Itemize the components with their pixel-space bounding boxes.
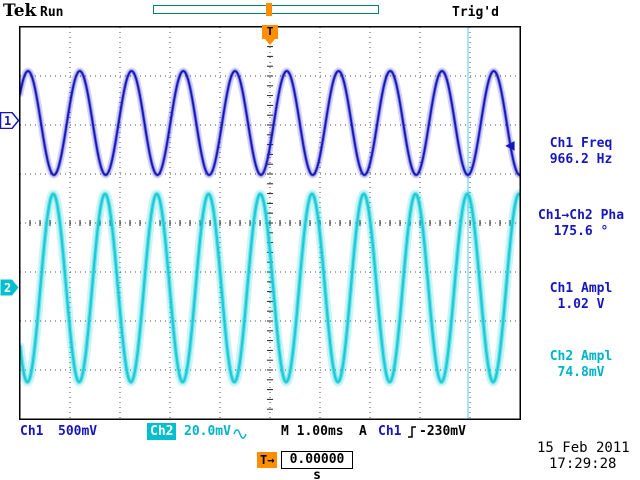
channel2-marker: 2 [0, 279, 19, 296]
horizontal-position-marker: T→ [257, 452, 278, 468]
ch2-scale-value: 20.0mV [184, 424, 231, 439]
trigger-level-arrow-icon: ◀ [505, 135, 515, 154]
horizontal-position-readout: 0.00000 s [281, 451, 353, 480]
measurement-ch1-ampl: Ch1 Ampl 1.02 V [524, 281, 638, 313]
ch1-scale-value: 500mV [58, 424, 98, 439]
measurement-label: Ch2 Ampl [549, 349, 613, 364]
measurement-value: 1.02 V [557, 297, 605, 312]
trigger-level-readout: -230mV [419, 424, 466, 439]
trigger-status: Trig'd [452, 5, 499, 20]
trigger-marker-pointer-icon [265, 39, 275, 45]
measurement-label: Ch1 Freq [549, 136, 613, 151]
ch2-scale-badge: Ch2 [147, 423, 177, 440]
measurement-ch1-ch2-phase: Ch1→Ch2 Pha 175.6 ° [524, 208, 638, 240]
timebase-readout: M 1.00ms [281, 424, 344, 439]
measurement-value: 175.6 ° [553, 224, 609, 239]
measurement-ch1-freq: Ch1 Freq 966.2 Hz [524, 136, 638, 168]
ac-coupling-icon [233, 429, 247, 439]
trigger-mode-label: A [359, 424, 367, 439]
time-text: 17:29:28 [549, 456, 617, 472]
acquisition-window-bar [153, 3, 379, 16]
measurement-value: 966.2 Hz [549, 152, 613, 167]
acquisition-state: Run [40, 5, 64, 20]
waveform-display [15, 26, 525, 420]
measurement-ch2-ampl: Ch2 Ampl 74.8mV [524, 349, 638, 381]
tek-logo: Tek [3, 1, 37, 21]
channel2-marker-shape [0, 279, 19, 296]
measurement-value: 74.8mV [557, 365, 605, 380]
t-marker-label: T [260, 453, 268, 467]
rising-edge-icon [408, 426, 416, 438]
channel1-marker-shape [0, 112, 20, 129]
trigger-marker-label: T [266, 25, 274, 38]
trigger-position-marker-icon [266, 3, 272, 16]
channel1-marker-label: 1 [4, 114, 11, 128]
trigger-source-label: Ch1 [378, 424, 402, 439]
measurement-label: Ch1→Ch2 Pha [537, 208, 625, 223]
measurement-label: Ch1 Ampl [549, 281, 613, 296]
arrow-right-icon: → [267, 453, 275, 467]
graticule [15, 26, 525, 420]
channel2-marker-label: 2 [4, 281, 11, 295]
date-text: 15 Feb 2011 [537, 440, 630, 456]
ch1-scale-label: Ch1 [20, 424, 44, 439]
trigger-time-marker: T [262, 25, 278, 45]
channel1-marker: 1 [0, 112, 20, 129]
